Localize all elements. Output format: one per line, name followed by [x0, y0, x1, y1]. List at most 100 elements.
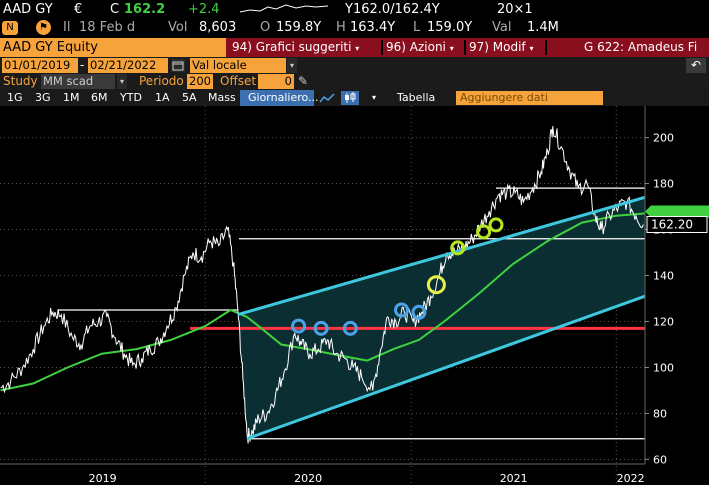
chevron-down-icon: ▾ — [529, 44, 534, 53]
chart-name: G 622: Amadeus Fi — [584, 40, 698, 54]
price-chart[interactable]: 6080100120140160180200 2019202020212022 … — [0, 106, 709, 485]
end-date-input[interactable]: 02/21/2022 — [88, 58, 168, 73]
period-button-5a[interactable]: 5A — [182, 91, 197, 104]
date-range-bar: 01/01/2019 - 02/21/2022 Val locale ▾ ↶ — [0, 57, 709, 74]
divider — [464, 40, 466, 55]
news-icon[interactable]: N — [2, 21, 18, 35]
chevron-down-icon[interactable]: ▾ — [287, 58, 297, 73]
signal-marker — [426, 275, 446, 295]
signal-marker — [476, 224, 492, 240]
x-tick-label: 2020 — [294, 472, 322, 485]
last-price: 162.2 — [124, 2, 166, 17]
channel-lower-line — [246, 294, 646, 441]
candle-chart-icon[interactable] — [341, 91, 359, 105]
study-bar: Study MM scad ▾ Periodo 200 Offset 0 ✎ — [0, 74, 709, 90]
y-tick-label: 60 — [653, 453, 667, 466]
x-tick-label: 2019 — [89, 472, 117, 485]
volume-value: 8,603 — [199, 20, 237, 35]
open-value: 159.8Y — [276, 20, 322, 35]
channel-upper-line — [237, 195, 646, 317]
modify-label: 97) Modif — [469, 40, 526, 54]
table-button[interactable]: Tabella — [397, 91, 436, 104]
value-label: Val — [492, 20, 512, 35]
last-price-tag: 162.20 — [645, 205, 709, 233]
low-label: L — [413, 20, 421, 35]
sparkline-icon — [240, 4, 328, 13]
line-chart-icon[interactable] — [318, 91, 336, 105]
chevron-down-icon[interactable]: ▾ — [117, 74, 127, 89]
divider — [545, 40, 547, 55]
high-value: 163.4Y — [350, 20, 396, 35]
period-label: Periodo — [139, 74, 184, 88]
undo-icon[interactable]: ↶ — [686, 58, 706, 73]
y-tick-label: 120 — [653, 315, 674, 328]
last-label: C — [110, 2, 120, 17]
period-button-mass[interactable]: Mass — [208, 91, 236, 104]
signal-marker — [488, 217, 504, 233]
period-button-3g[interactable]: 3G — [35, 91, 51, 104]
study-select[interactable]: MM scad — [41, 74, 115, 89]
modify-menu[interactable]: 97) Modif ▾ — [469, 38, 533, 57]
ticker-symbol: AAD GY — [3, 2, 53, 17]
security-title[interactable]: AAD GY Equity — [0, 38, 226, 57]
y-tick-label: 200 — [653, 132, 674, 145]
bid-ask-size: 20×1 — [497, 2, 533, 17]
divider — [381, 40, 383, 55]
period-button-6m[interactable]: 6M — [91, 91, 108, 104]
toolbar: 1G 3G 1M 6M YTD 1A 5A Mass Giornaliero..… — [0, 90, 709, 106]
chevron-down-icon: ▾ — [449, 44, 454, 53]
currency-symbol: € — [74, 2, 83, 17]
horizontal-levels — [58, 187, 645, 440]
offset-label: Offset — [220, 74, 257, 88]
volume-label: Vol — [168, 20, 188, 35]
axes — [0, 106, 646, 465]
date-prefix: Il — [63, 20, 71, 35]
currency-mode-select[interactable]: Val locale — [190, 58, 286, 73]
low-value: 159.0Y — [427, 20, 473, 35]
actions-menu[interactable]: 96) Azioni ▾ — [386, 38, 454, 57]
value-amount: 1.4M — [527, 20, 559, 35]
open-label: O — [260, 20, 271, 35]
price-line — [0, 126, 644, 444]
price-change: +2.4 — [188, 2, 220, 17]
period-button-1a[interactable]: 1A — [155, 91, 170, 104]
y-tick-label: 80 — [653, 407, 667, 420]
signal-marker — [342, 320, 358, 336]
start-date-input[interactable]: 01/01/2019 — [2, 58, 78, 73]
add-data-input[interactable]: Aggiungere dati — [456, 91, 603, 105]
x-tick-label: 2022 — [617, 472, 645, 485]
x-tick-label: 2021 — [500, 472, 528, 485]
signal-marker — [394, 302, 410, 318]
pencil-icon[interactable]: ✎ — [298, 74, 309, 88]
signal-marker — [291, 318, 307, 334]
last-price-label: 162.20 — [651, 217, 693, 231]
frequency-select[interactable]: Giornaliero... — [240, 90, 319, 106]
study-label: Study — [3, 74, 38, 88]
signal-marker — [450, 240, 466, 256]
calendar-icon[interactable] — [171, 59, 185, 72]
title-bar: AAD GY Equity 94) Grafici suggeriti ▾ 96… — [0, 38, 709, 57]
ma200-value-tag — [645, 205, 709, 218]
channel-fill — [237, 197, 645, 439]
high-label: H — [336, 20, 346, 35]
offset-input[interactable]: 0 — [258, 74, 294, 89]
bid-ask: Y162.0/162.4Y — [345, 2, 440, 17]
quote-date: 18 Feb d — [79, 20, 136, 35]
suggested-charts-menu[interactable]: 94) Grafici suggeriti ▾ — [232, 38, 359, 57]
signal-marker — [411, 304, 427, 320]
period-button-1g[interactable]: 1G — [7, 91, 23, 104]
period-button-ytd[interactable]: YTD — [120, 91, 142, 104]
chevron-down-icon: ▾ — [355, 44, 360, 53]
date-separator: - — [80, 58, 85, 72]
period-input[interactable]: 200 — [187, 74, 213, 89]
signal-markers — [291, 217, 504, 336]
suggested-charts-label: 94) Grafici suggeriti — [232, 40, 352, 54]
chevron-down-icon[interactable]: ▾ — [372, 93, 377, 102]
y-tick-label: 180 — [653, 178, 674, 191]
last-price-box — [646, 215, 708, 233]
signal-marker — [313, 320, 329, 336]
period-button-1m[interactable]: 1M — [63, 91, 80, 104]
x-axis-ticks: 2019 2020 2021 2022 — [89, 472, 645, 485]
ticker-strip: AAD GY € C 162.2 +2.4 Y162.0/162.4Y 20×1… — [0, 0, 709, 38]
flag-icon[interactable]: ⚑ — [36, 20, 51, 35]
